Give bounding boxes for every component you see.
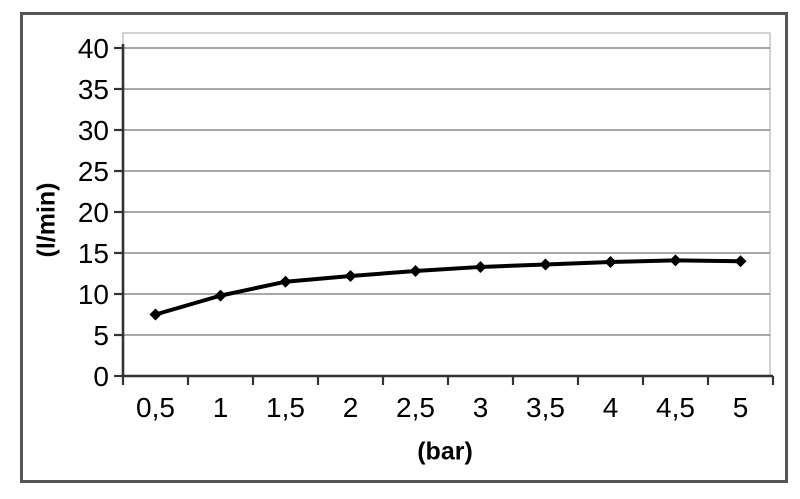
y-tick-label-35: 35 <box>78 74 109 105</box>
y-tick-label-5: 5 <box>93 320 109 351</box>
x-axis-title: (bar) <box>417 437 473 466</box>
x-tick-label-6: 3,5 <box>526 392 565 423</box>
marker-point-4 <box>409 265 422 278</box>
x-tick-label-4: 2,5 <box>396 392 435 423</box>
y-tick-label-30: 30 <box>78 115 109 146</box>
marker-point-0 <box>149 308 162 321</box>
plot-area-border <box>122 32 771 377</box>
x-tick-label-5: 3 <box>473 392 489 423</box>
x-tick-label-7: 4 <box>603 392 619 423</box>
y-tick-label-0: 0 <box>93 361 109 392</box>
y-axis-title: (l/min) <box>32 182 61 258</box>
x-tick-label-1: 1 <box>213 392 229 423</box>
marker-point-2 <box>279 275 292 288</box>
marker-point-6 <box>539 258 552 271</box>
x-tick-label-2: 1,5 <box>266 392 305 423</box>
marker-point-9 <box>734 255 747 268</box>
x-tick-label-9: 5 <box>733 392 749 423</box>
marker-point-8 <box>669 254 682 267</box>
marker-point-5 <box>474 260 487 273</box>
y-tick-label-20: 20 <box>78 197 109 228</box>
series-line-flow-rate <box>153 258 743 317</box>
marker-point-7 <box>604 256 617 269</box>
marker-point-1 <box>214 289 227 302</box>
y-tick-label-10: 10 <box>78 279 109 310</box>
x-tick-label-0: 0,5 <box>136 392 175 423</box>
y-tick-label-40: 40 <box>78 33 109 64</box>
x-tick-label-8: 4,5 <box>656 392 695 423</box>
x-tick-label-3: 2 <box>343 392 359 423</box>
y-tick-label-25: 25 <box>78 156 109 187</box>
chart-outer-frame <box>20 12 788 483</box>
marker-point-3 <box>344 269 357 282</box>
y-tick-label-15: 15 <box>78 238 109 269</box>
